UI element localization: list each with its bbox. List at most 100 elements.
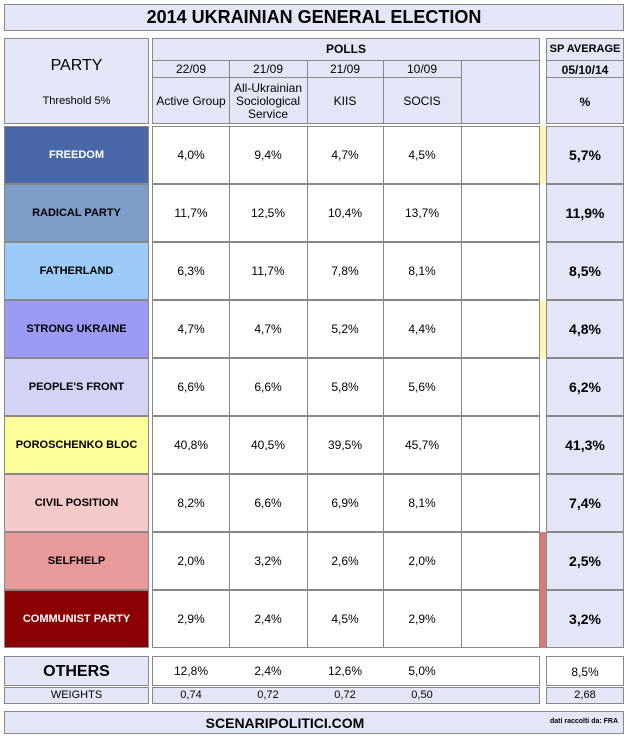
page-title: 2014 UKRAINIAN GENERAL ELECTION [4, 4, 624, 31]
party-label: COMMUNIST PARTY [4, 590, 149, 648]
column-divider [307, 591, 308, 647]
poll-value: 4,5% [408, 148, 436, 162]
column-divider [461, 185, 462, 241]
poll-date: 22/09 [175, 62, 207, 76]
column-divider [383, 533, 384, 589]
avg-header-label: SP AVERAGE [549, 43, 621, 55]
party-row: 2,9% 2,4% 4,5% 2,9% [152, 590, 540, 648]
column-divider [383, 417, 384, 473]
poll-value: 3,2% [254, 554, 282, 568]
average-value: 2,5% [546, 532, 624, 590]
party-row: 6,3% 11,7% 7,8% 8,1% [152, 242, 540, 300]
column-divider [461, 301, 462, 357]
party-row: 11,7% 12,5% 10,4% 13,7% [152, 184, 540, 242]
weights-label: WEIGHTS [50, 689, 103, 701]
poll-value: 2,0% [177, 554, 205, 568]
party-label: STRONG UKRAINE [4, 300, 149, 358]
poll-value: 6,6% [177, 380, 205, 394]
column-divider [461, 533, 462, 589]
polls-header-cell: POLLS 22/09 Active Group 21/09 All-Ukrainia… [152, 38, 540, 124]
poll-value: 4,5% [331, 612, 359, 626]
average-value: 8,5% [546, 242, 624, 300]
others-value: 12,8% [173, 664, 209, 678]
column-divider [383, 185, 384, 241]
footer-site[interactable]: SCENARIPOLITICI.COM [205, 715, 365, 731]
poll-value: 13,7% [404, 206, 440, 220]
poll-date: 21/09 [252, 62, 284, 76]
column-divider [307, 127, 308, 183]
threshold-marker [540, 126, 546, 184]
column-divider [307, 359, 308, 415]
column-divider [383, 243, 384, 299]
poll-value: 45,7% [404, 438, 440, 452]
party-label: FREEDOM [4, 126, 149, 184]
party-header-label: PARTY [50, 57, 103, 74]
poll-value: 11,7% [174, 206, 208, 220]
poll-date: 21/09 [329, 62, 361, 76]
average-value: 4,8% [546, 300, 624, 358]
weights-label-cell: WEIGHTS [4, 687, 149, 704]
weight-value: 0,74 [180, 689, 202, 701]
poll-date: 10/09 [406, 62, 438, 76]
poll-value: 6,6% [254, 496, 282, 510]
party-label: SELFHELP [4, 532, 149, 590]
others-label-cell: OTHERS [4, 656, 149, 686]
others-value: 5,0% [408, 664, 436, 678]
column-divider [229, 185, 230, 241]
average-value: 41,3% [546, 416, 624, 474]
poll-value: 12,5% [250, 206, 286, 220]
poll-value: 9,4% [254, 148, 282, 162]
column-divider [229, 243, 230, 299]
weight-value: 0,72 [257, 689, 279, 701]
column-divider [461, 417, 462, 473]
column-divider [461, 475, 462, 531]
party-label: CIVIL POSITION [4, 474, 149, 532]
party-row: 8,2% 6,6% 6,9% 8,1% [152, 474, 540, 532]
footer-note: dati raccolti da: FRA [549, 718, 619, 725]
poll-value: 4,4% [408, 322, 436, 336]
party-row: 4,7% 4,7% 5,2% 4,4% [152, 300, 540, 358]
others-values: 12,8% 2,4% 12,6% 5,0% [152, 656, 540, 686]
poll-value: 6,9% [331, 496, 359, 510]
threshold-marker [540, 300, 546, 358]
column-divider [461, 127, 462, 183]
poll-value: 40,8% [173, 438, 209, 452]
poll-value: 4,7% [254, 322, 282, 336]
weights-values: 0,74 0,72 0,72 0,50 [152, 687, 540, 704]
others-value: 12,6% [327, 664, 363, 678]
poll-value: 2,6% [331, 554, 359, 568]
poll-value: 6,6% [254, 380, 282, 394]
poll-value: 6,3% [177, 264, 205, 278]
party-label: PEOPLE'S FRONT [4, 358, 149, 416]
column-divider [307, 185, 308, 241]
column-divider [383, 301, 384, 357]
column-divider [229, 475, 230, 531]
average-value: 3,2% [546, 590, 624, 648]
poll-value: 11,7% [251, 264, 285, 278]
party-row: 2,0% 3,2% 2,6% 2,0% [152, 532, 540, 590]
party-label: POROSCHENKO BLOC [4, 416, 149, 474]
column-divider [383, 127, 384, 183]
poll-value: 5,8% [331, 380, 359, 394]
column-divider [307, 243, 308, 299]
average-value: 7,4% [546, 474, 624, 532]
column-divider [229, 417, 230, 473]
column-divider [383, 359, 384, 415]
average-value: 5,7% [546, 126, 624, 184]
poll-value: 5,2% [331, 322, 359, 336]
poll-value: 2,0% [408, 554, 436, 568]
polls-header-label: POLLS [325, 42, 366, 56]
average-value: 11,9% [546, 184, 624, 242]
poll-name: SOCIS [403, 93, 441, 108]
column-divider [461, 243, 462, 299]
poll-value: 8,2% [177, 496, 205, 510]
column-divider [461, 359, 462, 415]
others-label: OTHERS [43, 663, 110, 680]
threshold-label: Threshold 5% [42, 95, 111, 107]
poll-name: KIIS [333, 93, 357, 108]
column-divider [307, 533, 308, 589]
others-avg-cell: 8,5% [546, 656, 624, 686]
party-header-cell: PARTY Threshold 5% [4, 38, 149, 124]
average-value: 6,2% [546, 358, 624, 416]
footer: SCENARIPOLITICI.COM dati raccolti da: FR… [4, 711, 624, 734]
